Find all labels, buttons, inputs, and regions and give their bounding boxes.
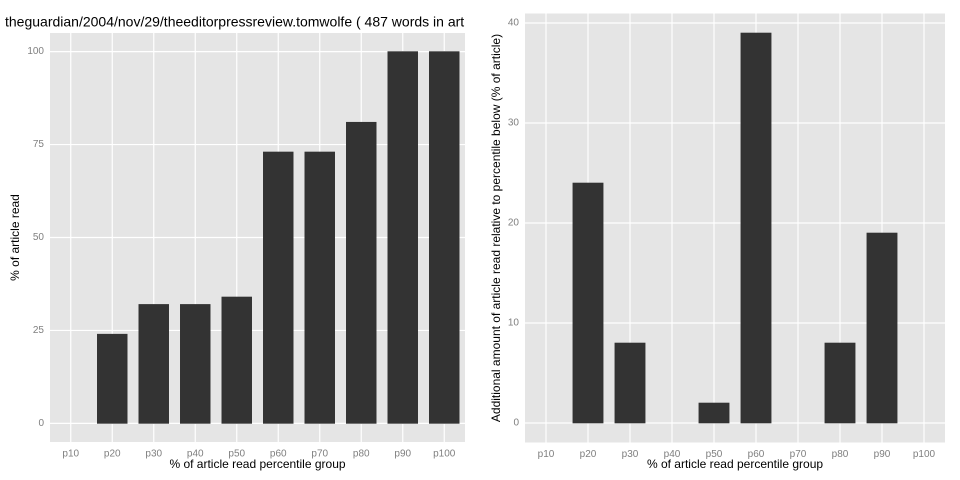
y-tick-label: 50 (33, 232, 45, 243)
bar (304, 151, 335, 424)
x-tick-label: p40 (664, 449, 681, 460)
bar (429, 51, 460, 424)
bar (180, 304, 211, 424)
x-tick-label: p80 (353, 449, 370, 460)
x-axis-label: % of article read percentile group (647, 457, 823, 471)
x-tick-label: p10 (538, 449, 555, 460)
bar (824, 342, 856, 424)
x-tick-label: p60 (748, 449, 765, 460)
x-tick-label: p50 (706, 449, 723, 460)
x-tick-label: p100 (913, 449, 936, 460)
bar (614, 342, 646, 424)
x-tick-label: p90 (394, 449, 411, 460)
x-tick-label: p90 (874, 449, 891, 460)
x-tick-label: p20 (104, 449, 121, 460)
x-tick-label: p20 (580, 449, 597, 460)
bar (263, 151, 294, 424)
bar (138, 304, 169, 424)
y-tick-label: 0 (513, 418, 519, 429)
x-tick-label: p70 (311, 449, 328, 460)
y-axis-label: % of article read (8, 194, 22, 281)
bar (572, 182, 604, 424)
x-tick-label: p100 (433, 449, 456, 460)
x-axis-label: % of article read percentile group (169, 457, 345, 471)
x-tick-label: p80 (832, 449, 849, 460)
y-tick-label: 10 (508, 318, 520, 329)
y-axis-label: Additional amount of article read relati… (489, 34, 503, 422)
chart-title: theguardian/2004/nov/29/theeditorpressre… (5, 14, 464, 30)
x-tick-label: p30 (622, 449, 639, 460)
bar (387, 51, 418, 424)
bar (866, 232, 898, 424)
bar (740, 32, 772, 424)
bar (346, 121, 377, 424)
x-tick-label: p40 (187, 449, 204, 460)
x-tick-label: p30 (145, 449, 162, 460)
y-tick-label: 25 (33, 325, 45, 336)
bar (221, 296, 252, 424)
x-tick-label: p10 (62, 449, 79, 460)
x-tick-label: p60 (270, 449, 287, 460)
y-tick-label: 75 (33, 139, 45, 150)
y-tick-label: 100 (27, 46, 44, 57)
y-tick-label: 40 (508, 18, 520, 29)
bar (97, 333, 128, 424)
x-tick-label: p50 (228, 449, 245, 460)
y-tick-label: 0 (38, 418, 44, 429)
x-tick-label: p70 (790, 449, 807, 460)
y-tick-label: 20 (508, 218, 520, 229)
y-tick-label: 30 (508, 118, 520, 129)
bar (698, 402, 730, 424)
